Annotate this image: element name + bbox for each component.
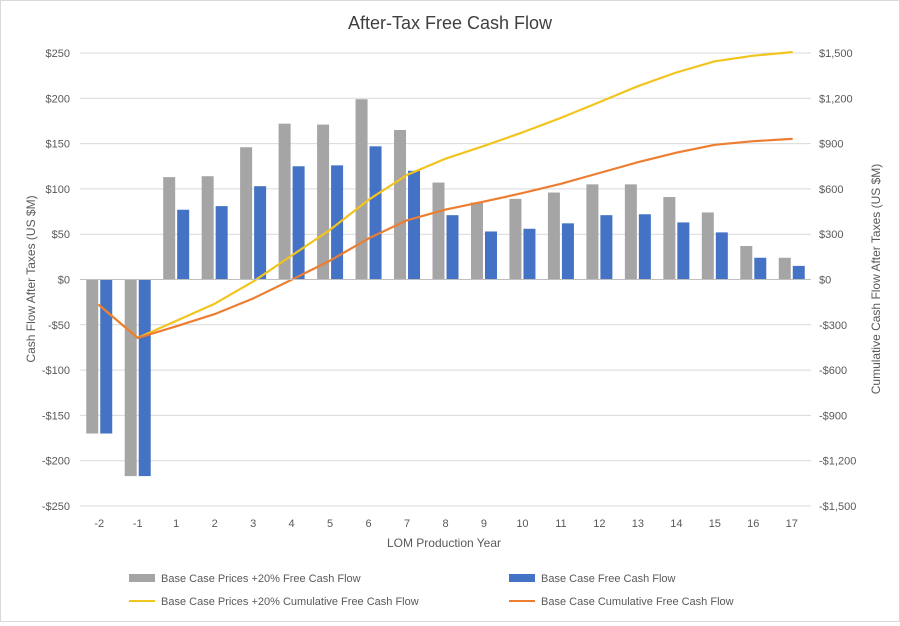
x-tick-label: 9 [481,518,487,530]
bar-base-fcf [638,214,651,280]
chart-title: After-Tax Free Cash Flow [348,13,553,33]
bar-plus20-fcf [394,130,407,280]
y-tick-label-right: $1,200 [819,93,853,105]
bar-base-fcf [254,186,267,280]
x-tick-label: 1 [173,518,179,530]
line-base-cumulative [98,137,793,339]
x-tick-label: 7 [404,518,410,530]
line-plus20-cumulative [98,50,793,339]
y-tick-label-right: -$300 [819,320,847,332]
y-tick-label-left: $150 [46,139,70,151]
x-tick-label: 17 [786,518,798,530]
bar-plus20-fcf [778,257,791,280]
bar-base-fcf [408,170,421,280]
bar-plus20-fcf [163,177,176,280]
y-tick-label-right: -$1,500 [819,501,856,513]
bar-base-fcf [754,257,767,280]
bar-base-fcf [177,209,190,280]
lines [98,50,793,339]
legend-swatch [509,574,535,582]
y-tick-label-left: -$50 [48,320,70,332]
bar-base-fcf [331,165,344,280]
x-tick-label: 16 [747,518,759,530]
y-tick-label-right: $600 [819,184,843,196]
x-tick-label: 13 [632,518,644,530]
bars [86,99,805,477]
bar-plus20-fcf [86,279,99,434]
bar-plus20-fcf [124,279,137,477]
y-tick-label-left: $50 [52,229,70,241]
x-tick-label: 14 [670,518,682,530]
bar-base-fcf [100,279,113,434]
bar-plus20-fcf [624,184,637,280]
x-tick-label: -1 [133,518,143,530]
x-tick-label: -2 [94,518,104,530]
bar-base-fcf [484,231,497,280]
legend-swatch [129,574,155,582]
x-tick-label: 4 [289,518,295,530]
bar-plus20-fcf [278,123,291,280]
y-tick-label-left: $100 [46,184,70,196]
x-tick-label: 6 [365,518,371,530]
bar-base-fcf [446,215,459,280]
y-tick-label-right: -$600 [819,365,847,377]
bar-plus20-fcf [355,99,368,280]
y-tick-label-right: $300 [819,229,843,241]
bar-base-fcf [138,279,151,477]
y-tick-label-right: $900 [819,139,843,151]
y-tick-label-right: -$900 [819,410,847,422]
legend-label: Base Case Prices +20% Free Cash Flow [161,573,361,585]
axes: $250 $200 $150 $100 $50 $0 -$50 -$100 -$150 -$200… [42,48,856,530]
y-tick-label-left: -$200 [42,456,70,468]
bar-plus20-fcf [663,197,676,280]
x-tick-label: 11 [555,518,566,530]
bar-base-fcf [561,223,574,280]
y-axis-label-left: Cash Flow After Taxes (US $M) [24,195,38,362]
y-tick-label-left: -$150 [42,410,70,422]
y-tick-label-left: $0 [58,275,70,287]
y-tick-label-right: $1,500 [819,48,853,60]
bar-base-fcf [715,232,728,280]
legend-label: Base Case Free Cash Flow [541,573,676,585]
y-tick-label-right: $0 [819,275,831,287]
y-tick-label-left: -$250 [42,501,70,513]
y-tick-label-left: $200 [46,93,70,105]
bar-plus20-fcf [701,212,714,280]
bar-base-fcf [369,146,382,280]
bar-base-fcf [600,215,613,280]
bar-plus20-fcf [547,192,560,280]
bar-plus20-fcf [432,182,445,280]
y-tick-label-left: $250 [46,48,70,60]
x-tick-label: 12 [593,518,605,530]
bar-plus20-fcf [509,198,522,280]
x-axis-label: LOM Production Year [387,536,501,550]
legend-label: Base Case Cumulative Free Cash Flow [541,596,734,608]
y-tick-label-right: -$1,200 [819,456,856,468]
bar-base-fcf [215,206,228,280]
y-tick-label-left: -$100 [42,365,70,377]
bar-base-fcf [677,222,690,280]
x-tick-label: 3 [250,518,256,530]
x-tick-label: 8 [442,518,448,530]
x-tick-label: 10 [516,518,528,530]
bar-plus20-fcf [201,176,214,280]
bar-plus20-fcf [740,245,753,280]
x-tick-label: 5 [327,518,333,530]
bar-base-fcf [292,166,305,280]
bar-plus20-fcf [317,124,330,280]
x-tick-label: 15 [709,518,721,530]
bar-plus20-fcf [240,147,253,280]
bar-base-fcf [792,265,805,280]
bar-plus20-fcf [586,184,599,280]
x-tick-label: 2 [212,518,218,530]
y-axis-label-right: Cumulative Cash Flow After Taxes (US $M) [869,164,883,395]
bar-plus20-fcf [470,202,483,280]
legend: Base Case Prices +20% Free Cash Flow Base… [129,573,734,608]
legend-label: Base Case Prices +20% Cumulative Free Ca… [161,596,419,608]
bar-base-fcf [523,228,536,280]
